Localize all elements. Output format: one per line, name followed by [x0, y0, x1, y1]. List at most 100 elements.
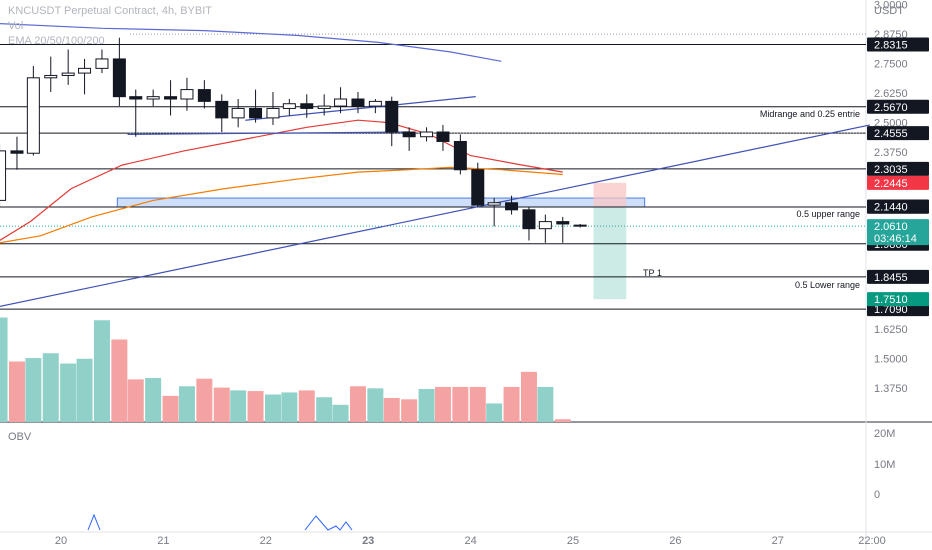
- volume-bar: [162, 395, 179, 422]
- candle: [471, 162, 485, 208]
- level-badge-bg: [867, 37, 929, 52]
- time-tick-label: 24: [464, 535, 476, 547]
- price-badge-last-bg: [867, 219, 929, 246]
- candles: [0, 37, 587, 243]
- candle-body: [351, 98, 365, 107]
- ema-lines: [0, 23, 563, 244]
- annotation-text: TP 1: [643, 268, 662, 278]
- chart-title[interactable]: KNCUSDT Perpetual Contract, 4h, BYBIT: [8, 5, 212, 17]
- candle-body: [368, 100, 382, 107]
- volume-bar: [281, 392, 298, 422]
- candle: [538, 214, 552, 243]
- volume-legend[interactable]: Vol: [8, 20, 24, 32]
- volume-bar: [230, 390, 247, 422]
- candle: [282, 99, 296, 116]
- volume-bar: [8, 361, 25, 422]
- candle: [266, 91, 280, 125]
- position-risk-area: [593, 182, 627, 207]
- level-badge-text: 2.3035: [874, 164, 908, 176]
- price-tick-label: 2.3750: [874, 147, 908, 159]
- candle-body: [385, 100, 399, 133]
- candle: [420, 127, 434, 142]
- time-tick-label: 25: [567, 535, 579, 547]
- time-tick-label: 22:00: [858, 535, 886, 547]
- trendline: [0, 124, 871, 308]
- obv-pane: [87, 513, 353, 531]
- candle: [44, 56, 58, 92]
- level-badge: 1.8455: [867, 269, 929, 284]
- level-badge-bg: [867, 126, 929, 141]
- volume-bar: [60, 363, 77, 422]
- trendlines: [0, 96, 871, 308]
- annotation-text: Midrange and 0.25 entrie: [760, 109, 860, 119]
- candle-body: [112, 58, 126, 98]
- obv-line: [87, 513, 101, 531]
- candle-body: [129, 96, 143, 100]
- candle: [556, 216, 570, 243]
- candle: [61, 49, 75, 85]
- ema-20-line: [0, 119, 563, 241]
- obv-tick-label: 0: [874, 489, 880, 501]
- volume-bar: [367, 388, 384, 422]
- volume-bar: [401, 399, 418, 422]
- price-axis[interactable]: USDT3.00002.87502.75002.62502.50002.3750…: [867, 0, 929, 501]
- volume-bar: [486, 403, 503, 422]
- price-tick-label: 3.0000: [874, 0, 908, 12]
- candle-body: [556, 221, 570, 225]
- volume-bar: [520, 371, 537, 422]
- candle: [487, 198, 501, 227]
- candle: [146, 89, 160, 107]
- volume-bar: [111, 339, 128, 422]
- level-badge: 2.4555: [867, 126, 929, 141]
- volume-bars: [0, 317, 571, 422]
- horizontal-levels: [0, 33, 866, 310]
- candle: [334, 87, 348, 114]
- candle-body: [471, 169, 485, 206]
- level-badge-text: 1.7090: [874, 304, 908, 316]
- candle-body: [180, 89, 194, 100]
- candle: [402, 127, 416, 151]
- candle: [129, 89, 143, 137]
- candle-body: [505, 202, 519, 211]
- volume-bar: [537, 386, 554, 422]
- candle: [453, 134, 467, 175]
- ema-legend[interactable]: EMA 20/50/100/200: [8, 35, 105, 47]
- volume-bar: [418, 389, 435, 422]
- price-tick-label: 2.6250: [874, 88, 908, 100]
- price-tick-label: 1.3750: [874, 383, 908, 395]
- candle-body: [197, 89, 211, 102]
- candle: [351, 91, 365, 114]
- trendline: [245, 96, 476, 121]
- obv-legend[interactable]: OBV: [8, 431, 32, 443]
- candle-body: [317, 105, 331, 109]
- candle: [300, 94, 314, 118]
- level-badge: 2.8315: [867, 37, 929, 52]
- candle-body: [300, 103, 314, 109]
- price-badge-target-bg: [867, 292, 929, 307]
- volume-bar: [25, 358, 42, 422]
- candle: [26, 66, 40, 156]
- candle-body: [61, 72, 75, 76]
- annotation-text: 0.5 Lower range: [795, 280, 860, 290]
- short-position-tool[interactable]: [593, 182, 627, 300]
- candle-body: [436, 131, 450, 142]
- volume-bar: [196, 378, 213, 422]
- price-badge-dark: 2.1440: [867, 199, 929, 214]
- price-tick-label: 1.5000: [874, 353, 908, 365]
- volume-bar: [349, 386, 366, 422]
- candle: [231, 99, 245, 128]
- candle: [164, 80, 178, 116]
- price-unit-label: USDT: [874, 5, 904, 17]
- level-badge-text: 2.8315: [874, 39, 908, 51]
- candle: [10, 136, 24, 170]
- candle-body: [420, 131, 434, 138]
- time-axis[interactable]: 20 21 22 23 24 25 26 27 22:00: [55, 535, 886, 547]
- price-badge-dark-text: 2.1440: [874, 202, 908, 214]
- volume-bar: [76, 358, 93, 422]
- annotations: Midrange and 0.25 entrie 0.5 upper range T…: [643, 109, 860, 290]
- candle-body: [522, 209, 536, 230]
- volume-bar: [503, 386, 520, 422]
- candle-body: [0, 150, 7, 201]
